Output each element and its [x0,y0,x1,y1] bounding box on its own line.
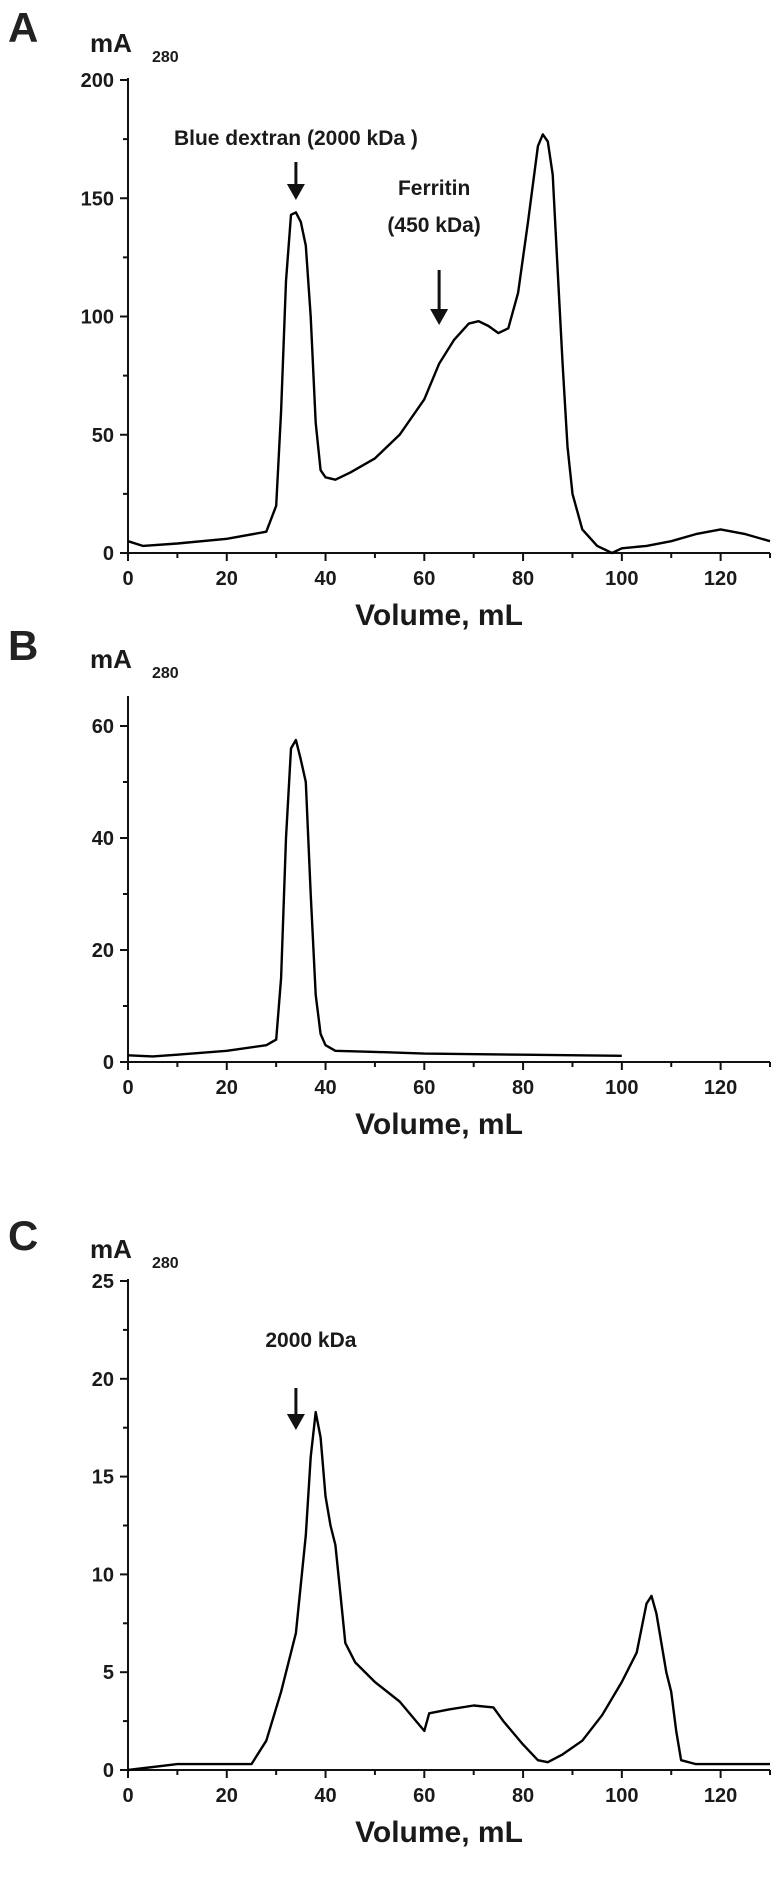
panel-letter: C [8,1212,38,1259]
y-tick-label: 200 [81,70,114,92]
annotation-label: (450 kDa) [387,214,480,237]
y-tick-label: 0 [103,543,114,565]
x-tick-label: 60 [413,1785,435,1807]
y-axis-label: mA [90,644,132,674]
x-axis-label: Volume, mL [355,1816,523,1849]
y-tick-label: 150 [81,188,114,210]
y-tick-label: 40 [92,828,114,850]
x-tick-label: 0 [122,568,133,590]
x-tick-label: 100 [605,568,638,590]
y-tick-label: 20 [92,1369,114,1391]
x-tick-label: 100 [605,1077,638,1099]
x-tick-label: 20 [216,568,238,590]
arrow-down-icon [286,184,305,200]
panel-letter: B [8,622,38,669]
x-tick-label: 60 [413,568,435,590]
series-line [127,133,771,555]
x-tick-label: 80 [512,1785,534,1807]
y-tick-label: 50 [92,425,114,447]
annotation-label: Ferritin [398,177,470,200]
y-tick-label: 20 [92,940,114,962]
arrow-down-icon [430,309,449,325]
y-tick-label: 5 [103,1662,114,1684]
x-tick-label: 20 [216,1077,238,1099]
x-tick-label: 120 [704,568,737,590]
y-axis-label: mA [90,1234,132,1264]
x-tick-label: 120 [704,1077,737,1099]
peak-annotation: Ferritin (450 kDa) [387,177,481,325]
y-tick-label: 100 [81,307,114,329]
y-tick-label: 15 [92,1467,114,1489]
x-tick-label: 0 [122,1785,133,1807]
x-axis-label: Volume, mL [355,1108,523,1141]
x-tick-label: 60 [413,1077,435,1099]
y-axis-label-subscript: 280 [152,665,179,682]
x-tick-label: 40 [314,1785,336,1807]
y-tick-label: 0 [103,1760,114,1782]
x-tick-label: 40 [314,1077,336,1099]
y-axis-label-subscript: 280 [152,49,179,66]
annotation-label: Blue dextran (2000 kDa ) [174,127,418,150]
series-line [127,1410,770,1772]
series-line [127,738,622,1058]
peak-annotation: Blue dextran (2000 kDa ) [174,127,418,200]
y-tick-label: 0 [103,1052,114,1074]
y-tick-label: 10 [92,1564,114,1586]
x-tick-label: 40 [314,568,336,590]
x-tick-label: 0 [122,1077,133,1099]
x-tick-label: 100 [605,1785,638,1807]
x-axis-label: Volume, mL [355,599,523,632]
panel-letter: A [8,4,38,51]
y-tick-label: 60 [92,716,114,738]
x-tick-label: 20 [216,1785,238,1807]
arrow-down-icon [286,1414,305,1430]
x-tick-label: 80 [512,1077,534,1099]
x-tick-label: 80 [512,568,534,590]
peak-annotation: 2000 kDa [265,1329,357,1430]
y-axis-label-subscript: 280 [152,1255,179,1272]
y-axis-label: mA [90,28,132,58]
y-tick-label: 25 [92,1271,114,1293]
x-tick-label: 120 [704,1785,737,1807]
annotation-label: 2000 kDa [265,1329,356,1352]
